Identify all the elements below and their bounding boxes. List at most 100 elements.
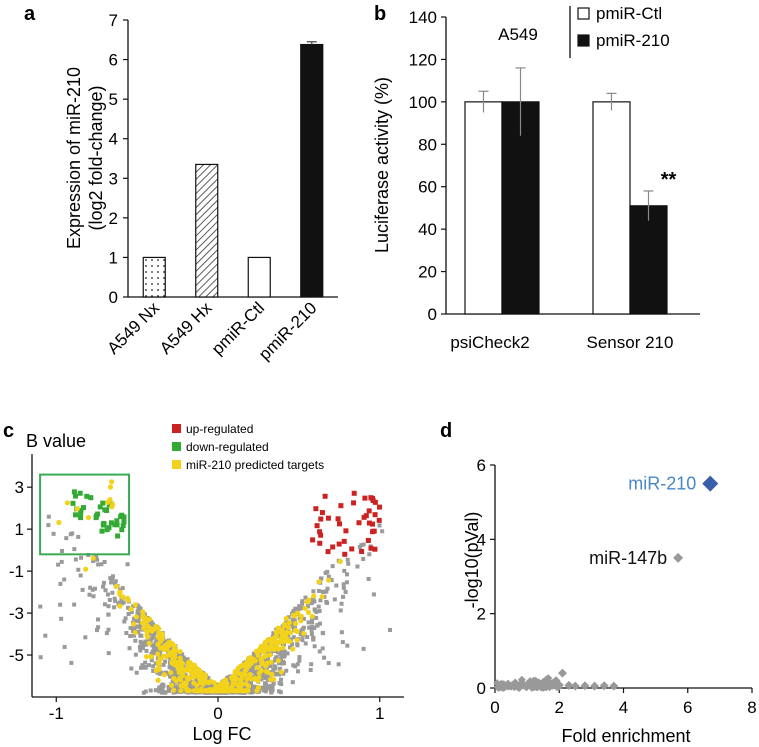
panel-c-point-gray xyxy=(83,635,88,640)
panel-c-point-gray xyxy=(314,610,319,615)
panel-c-point-gray xyxy=(309,632,314,637)
panel-c-point-gray xyxy=(279,656,284,661)
panel-c-point-green xyxy=(121,519,127,525)
panel-c-point-gray xyxy=(318,598,323,603)
panel-c-point-red xyxy=(318,516,324,522)
panel-b-category-label: Sensor 210 xyxy=(587,333,674,352)
panel-c-legend-frame xyxy=(168,417,373,477)
panel-c-point-green xyxy=(120,523,126,529)
panel-c-point-gray xyxy=(265,676,270,681)
panel-c-point-gray xyxy=(62,577,67,582)
panel-c-point-yellow xyxy=(120,594,126,600)
panel-c-point-gray xyxy=(323,570,328,575)
panel-c-point-yellow xyxy=(74,506,80,512)
panel-c-point-yellow xyxy=(316,579,322,585)
panel-c-point-yellow xyxy=(229,675,235,681)
panel-c-point-gray xyxy=(290,617,295,622)
panel-c-point-red xyxy=(317,529,323,535)
panel-c-point-gray xyxy=(128,634,133,639)
panel-c-point-yellow xyxy=(83,566,89,572)
panel-c-point-gray xyxy=(284,668,289,673)
panel-c-point-gray xyxy=(43,633,48,638)
panel-a-expression-chart: Expression of miR-210 (log2 fold-change)… xyxy=(64,11,338,364)
panel-d-xlabel: Fold enrichment xyxy=(561,726,690,746)
panel-c-point-gray xyxy=(143,639,148,644)
panel-c-point-gray xyxy=(300,601,305,606)
panel-c-point-gray xyxy=(172,670,177,675)
panel-c-point-yellow xyxy=(252,658,258,664)
panel-c-point-gray xyxy=(155,646,160,651)
panel-c-point-yellow xyxy=(285,624,291,630)
panel-c-point-gray xyxy=(283,627,288,632)
panel-c-point-yellow xyxy=(287,630,294,636)
panel-c-point-gray xyxy=(106,651,111,656)
panel-c-volcano-plot: B value Log FC up-regulated down-regulat… xyxy=(9,417,404,744)
panel-d-point xyxy=(506,681,516,691)
panel-c-point-gray xyxy=(326,661,331,666)
panel-c-point-gray xyxy=(159,683,164,688)
panel-c-point-yellow xyxy=(193,668,199,674)
panel-c-point-yellow xyxy=(206,680,212,686)
panel-c-point-green xyxy=(73,512,79,518)
panel-c-point-yellow xyxy=(117,603,123,609)
panel-c-point-gray xyxy=(144,648,149,653)
panel-c-point-gray xyxy=(117,600,122,605)
panel-d-point-label: miR-210 xyxy=(628,474,696,494)
panel-b-legend-swatch-210 xyxy=(577,34,590,47)
panel-a-ytick-label: 4 xyxy=(109,130,118,149)
panel-c-point-red xyxy=(322,493,328,499)
panel-a-bar xyxy=(195,163,219,298)
panel-c-point-gray xyxy=(275,671,280,676)
panel-d-xtick-label: 8 xyxy=(747,698,756,717)
panel-c-point-yellow xyxy=(233,676,239,683)
panel-c-point-gray xyxy=(126,605,131,610)
panel-c-point-yellow xyxy=(156,625,162,632)
panel-b-bar xyxy=(629,205,668,315)
panel-c-point-gray xyxy=(324,589,329,594)
panel-c-point-gray xyxy=(290,680,295,685)
panel-b-significance-annotation: ** xyxy=(661,169,677,191)
panel-c-point-gray xyxy=(260,671,265,676)
panel-c-point-red xyxy=(343,528,349,534)
panel-c-point-yellow xyxy=(301,630,307,637)
panel-c-point-yellow xyxy=(278,629,284,636)
panel-c-point-gray xyxy=(345,557,350,562)
panel-c-point-gray xyxy=(269,690,274,695)
panel-letter-c: c xyxy=(3,420,14,442)
panel-a-bar xyxy=(142,256,166,298)
panel-d-point-label: miR-147b xyxy=(589,548,667,568)
panel-c-point-gray xyxy=(318,576,323,581)
panel-d-xtick-label: 0 xyxy=(490,698,499,717)
panel-c-point-red xyxy=(365,537,371,543)
panel-c-point-red xyxy=(325,515,331,521)
panel-c-point-gray xyxy=(282,654,287,659)
panel-c-point-yellow xyxy=(131,621,137,627)
panel-c-point-gray xyxy=(275,650,280,655)
panel-d-xtick-label: 6 xyxy=(683,698,692,717)
panel-c-point-gray xyxy=(88,585,93,590)
panel-c-point-green xyxy=(101,520,107,526)
panel-c-point-green xyxy=(73,493,79,499)
panel-c-point-gray xyxy=(195,680,200,685)
panel-c-point-gray xyxy=(295,662,300,667)
panel-c-point-gray xyxy=(291,635,296,640)
panel-c-point-gray xyxy=(263,689,268,694)
panel-a-ylabel-line2: (log2 fold-change) xyxy=(86,85,106,230)
panel-c-point-gray xyxy=(303,595,308,600)
panel-c-point-gray xyxy=(305,604,310,609)
panel-c-point-gray xyxy=(159,670,164,675)
panel-d-xtick-label: 2 xyxy=(555,698,564,717)
panel-c-point-yellow xyxy=(156,630,162,636)
panel-c-point-gray xyxy=(129,666,134,671)
panel-c-point-gray xyxy=(163,690,168,695)
panel-c-point-yellow xyxy=(168,670,174,676)
panel-c-point-gray xyxy=(105,592,110,597)
panel-c-point-gray xyxy=(291,608,296,613)
panel-c-point-gray xyxy=(299,628,304,633)
panel-c-point-gray xyxy=(59,559,64,564)
panel-c-point-green xyxy=(70,500,76,506)
panel-c-point-gray xyxy=(121,600,126,605)
panel-c-point-gray xyxy=(274,655,279,660)
panel-c-point-gray xyxy=(142,665,147,670)
panel-c-point-gray xyxy=(166,688,171,693)
